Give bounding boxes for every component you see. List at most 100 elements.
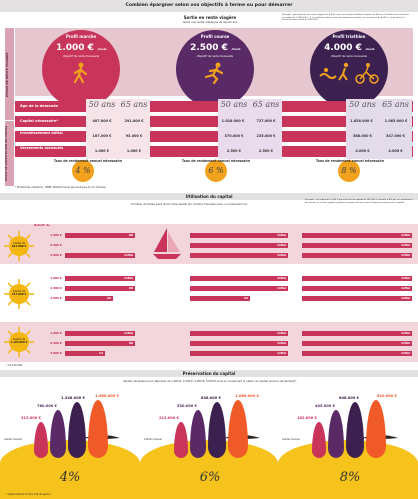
section2-footnote: * mois fiscalité	[6, 364, 23, 367]
bar-label: Infini	[401, 296, 410, 300]
bar-b1-c2-r3	[190, 253, 288, 258]
runner-icon	[200, 62, 230, 85]
bar-b1-c3-r1	[302, 233, 412, 238]
capital-label-3: Capital de	[12, 338, 26, 341]
invest-65-marche: 93.000 €	[125, 134, 143, 138]
value-1-4: 1.560.000 €	[95, 394, 119, 398]
bar-label: 68	[128, 233, 133, 237]
bar-b3-c2-r2	[190, 341, 288, 346]
invest-50-course: 370.000 €	[224, 134, 244, 138]
bar-label: Infini	[277, 351, 286, 355]
capital-50-course: 1.016.000 €	[221, 119, 245, 123]
profile-course-name: Profil course	[200, 34, 230, 39]
value-3-1: 162.000 €	[296, 416, 318, 420]
vers-65-course: 2.500 €	[258, 149, 274, 153]
section3-header-bar	[0, 370, 418, 377]
bar-label: Infini	[401, 276, 410, 280]
invest-65-course: 235.000 €	[256, 134, 276, 138]
invest-50-marche: 187.000 €	[92, 134, 112, 138]
sun-icon	[3, 230, 35, 262]
bar-label: 22	[106, 296, 111, 300]
cell-bg	[218, 99, 282, 159]
row-label-capital: Capital nécessaire*	[20, 119, 59, 123]
taux-circle-marche	[72, 160, 94, 182]
profile-course-circle	[176, 30, 254, 108]
bar-b3-c3-r3	[302, 351, 412, 356]
value-1-3: 1.248.000 €	[61, 396, 85, 400]
profile-triathlon-unit: /mois	[365, 47, 375, 51]
capital-65-triathlon: 1.063.000 €	[384, 119, 408, 123]
monthly-label-1: Capital mensuel	[4, 438, 22, 441]
row-label-age: Âge de la demande	[20, 104, 58, 108]
capital-65-course: 727.000 €	[256, 119, 276, 123]
bar-b3-c3-r1	[302, 331, 412, 336]
petal-2-4	[228, 400, 248, 458]
petal-1-3	[68, 402, 86, 458]
value-3-3: 648.000 €	[338, 396, 360, 400]
retrait-3-2: 2.500 €	[50, 341, 62, 345]
value-2-4: 1.060.000 €	[235, 394, 259, 398]
row-band-age	[15, 101, 413, 112]
row-band-capital	[15, 116, 413, 127]
petal-3-1	[312, 422, 326, 458]
walker-icon	[66, 62, 96, 84]
petal-1-2	[50, 410, 66, 458]
profile-course-amount: 2.500 €	[190, 43, 228, 53]
taux-label-marche: Taux de rendement annuel nécessaire	[53, 159, 123, 163]
monthly-label-3: Capital mensuel	[282, 438, 300, 441]
row-label-versements: Versements mensuels	[20, 146, 64, 150]
section1-subtitle: Sortie en rente viagère	[183, 15, 237, 20]
bar-b2-c2-r2	[190, 286, 288, 291]
retrait-2-3: 4.000 €	[50, 296, 62, 300]
bar-b1-c3-r3	[302, 253, 412, 258]
vers-65-marche: 1.000 €	[126, 149, 142, 153]
bar-label: Infini	[277, 341, 286, 345]
profile-marche-unit: /mois	[97, 47, 107, 51]
section2-title: Utilisation du capital	[185, 194, 233, 199]
profile-course-unit: /mois	[231, 47, 241, 51]
bar-b2-c3-r2	[302, 286, 412, 291]
bar-b1-c3-r2	[302, 243, 412, 248]
cell-bg	[346, 99, 412, 159]
capital-value-3: 1.163.000 €	[10, 341, 28, 344]
value-2-2: 530.000 €	[176, 404, 198, 408]
capital-65-marche: 291.000 €	[124, 119, 144, 123]
bar-b3-c1-r1	[65, 331, 135, 336]
bar-label: Infini	[277, 286, 286, 290]
section1-note: Exemple : pour obtenir une rente viagère…	[282, 14, 409, 22]
profile-triathlon-amount: 4.000 €	[324, 43, 362, 53]
pct-2: 6%	[199, 470, 221, 485]
page-title: Combien épargner selon vos objectifs à t…	[125, 3, 293, 8]
age-50-marche: 50 ans	[88, 100, 116, 109]
bar-label: 68	[128, 286, 133, 290]
petal-2-1	[174, 422, 188, 458]
bar-b2-c1-r2	[65, 286, 135, 291]
profile-marche-desc: Objectif de rente mensuelle	[62, 55, 100, 58]
bar-b2-c2-r1	[190, 276, 288, 281]
profile-marche-amount: 1.000 €	[56, 43, 94, 53]
phase-constitution-label: PHASE DE CONSTITUTION DU CAPITAL	[5, 125, 8, 181]
bar-label: Infini	[124, 276, 133, 280]
monthly-label-2: Capital mensuel	[144, 438, 162, 441]
phase-rente-label: PHASE DE RENTE VIAGÈRE	[5, 52, 9, 98]
taux-value-triathlon: 8 %	[341, 166, 357, 175]
taux-circle-triathlon	[338, 160, 360, 182]
retrait-1-3: 4.000 €	[50, 253, 62, 257]
bar-label: 33	[243, 296, 248, 300]
cell-bg	[86, 99, 150, 159]
header-bar	[0, 0, 418, 12]
bar-b2-c3-r1	[302, 276, 412, 281]
retrait-2-1: 1.000 €	[50, 276, 62, 280]
section3-footnote: * Capital restant dû Hors frais de gesti…	[6, 493, 51, 496]
sun-icon	[3, 278, 35, 310]
bar-b1-c1-r1	[65, 233, 135, 238]
bar-label: Infini	[401, 243, 410, 247]
bar-b1-c2-r1	[190, 233, 288, 238]
profile-course-desc: Objectif de rente mensuelle	[196, 55, 234, 58]
bar-label: Infini	[401, 286, 410, 290]
retrait-label: Retrait* de	[34, 224, 51, 227]
bar-label: Infini	[277, 253, 286, 257]
petal-3-2	[328, 410, 344, 458]
section2-note: Exemple : un capital de 1.000 € par mois…	[305, 199, 413, 204]
section3-title: Préservation du capital	[182, 371, 236, 376]
